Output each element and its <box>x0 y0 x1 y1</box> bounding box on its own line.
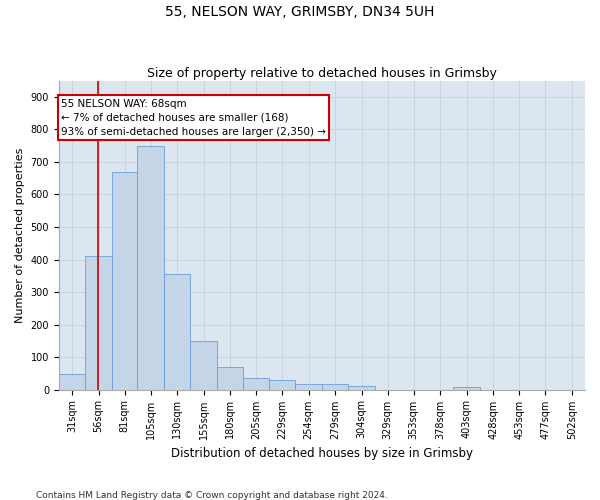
Bar <box>137 146 164 390</box>
Bar <box>59 374 85 390</box>
Y-axis label: Number of detached properties: Number of detached properties <box>15 148 25 323</box>
Title: Size of property relative to detached houses in Grimsby: Size of property relative to detached ho… <box>147 66 497 80</box>
Bar <box>85 256 112 390</box>
Bar <box>164 274 190 390</box>
Text: 55 NELSON WAY: 68sqm
← 7% of detached houses are smaller (168)
93% of semi-detac: 55 NELSON WAY: 68sqm ← 7% of detached ho… <box>61 98 326 136</box>
Bar <box>454 387 480 390</box>
Bar <box>295 384 322 390</box>
Bar <box>190 342 217 390</box>
X-axis label: Distribution of detached houses by size in Grimsby: Distribution of detached houses by size … <box>171 447 473 460</box>
Bar <box>322 384 349 390</box>
Bar <box>244 378 269 390</box>
Bar <box>217 367 244 390</box>
Bar <box>112 172 137 390</box>
Text: 55, NELSON WAY, GRIMSBY, DN34 5UH: 55, NELSON WAY, GRIMSBY, DN34 5UH <box>166 5 434 19</box>
Bar <box>269 380 295 390</box>
Bar <box>349 386 375 390</box>
Text: Contains HM Land Registry data © Crown copyright and database right 2024.: Contains HM Land Registry data © Crown c… <box>36 490 388 500</box>
